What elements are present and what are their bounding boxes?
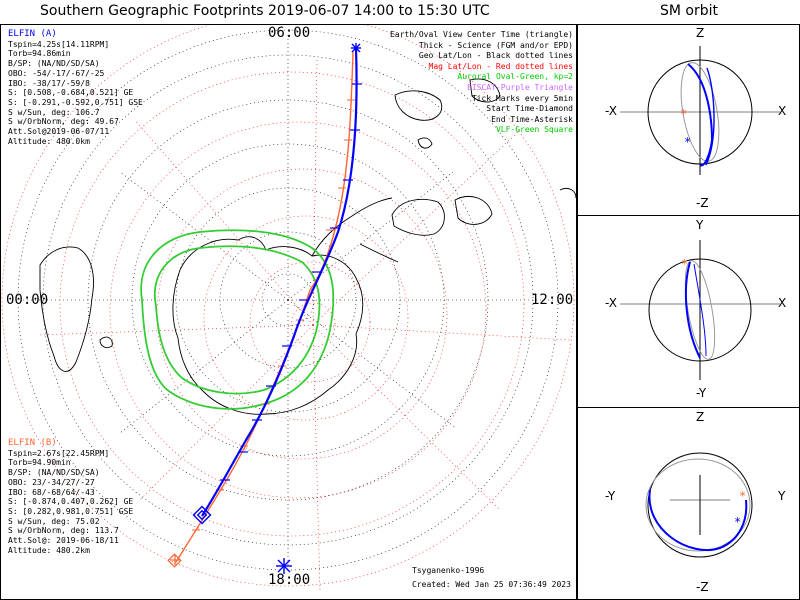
elfin-a-line: Att.Sol@2019-06-07/11 bbox=[8, 127, 110, 137]
elfin-b-line: B/SP: (NA/ND/SD/SA) bbox=[8, 468, 100, 478]
svg-text:*: * bbox=[681, 257, 688, 271]
xy-bottom-label: -Y bbox=[696, 386, 707, 400]
elfin-b-line: S w/Sun, deg: 75.02 bbox=[8, 516, 100, 526]
mag-grid bbox=[1, 25, 575, 591]
model-label: Tsyganenko-1996 bbox=[412, 566, 485, 575]
legend-entry: Geo Lat/Lon - Black dotted lines bbox=[418, 51, 573, 61]
svg-text:*: * bbox=[680, 107, 687, 121]
elfin-a-line: Altitude: 480.0km bbox=[8, 136, 90, 146]
svg-text:*: * bbox=[734, 515, 741, 529]
orbit-title: SM orbit bbox=[660, 3, 719, 19]
svg-text:*: * bbox=[684, 135, 691, 149]
footprint-map bbox=[1, 25, 576, 591]
orbit-xy-plot: * bbox=[620, 240, 780, 380]
yz-right-label: Y bbox=[778, 489, 786, 503]
xz-right-label: X bbox=[778, 104, 787, 118]
yz-left-label: -Y bbox=[605, 489, 616, 503]
elfin-b-line: S w/OrbNorm, deg: 113.7 bbox=[8, 526, 119, 536]
orbit-yz-plot: * * bbox=[645, 452, 753, 558]
xy-right-label: X bbox=[778, 296, 787, 310]
elfin-b-line: IBO: 68/-68/64/-43 bbox=[8, 487, 95, 497]
legend-entry: EISCAT-Purple Triangle bbox=[467, 82, 573, 92]
elfin-a-line: Torb=94.86min bbox=[8, 49, 71, 59]
elfin-a-info: ELFIN (A) Tspin=4.25s[14.11RPM] Torb=94.8… bbox=[8, 29, 143, 147]
legend-entry: Auroral Oval-Green, kp=2 bbox=[457, 72, 573, 82]
legend-entry: Tick Marks every 5min bbox=[471, 93, 573, 103]
svg-text:*: * bbox=[739, 489, 746, 503]
yz-bottom-label: -Z bbox=[696, 580, 709, 594]
coastlines bbox=[39, 78, 576, 415]
elfin-b-line: S: [-0.874,0.407,0.262] GE bbox=[8, 497, 134, 507]
clock-label-right: 12:00 bbox=[531, 292, 574, 308]
legend-entry: Earth/Oval View Center Time (triangle) bbox=[389, 30, 573, 39]
elfin-a-header: ELFIN (A) bbox=[8, 29, 57, 39]
elfin-a-line: S: [0.508,-0.684,0.521] GE bbox=[8, 88, 134, 98]
elfin-a-line: B/SP: (NA/ND/SD/SA) bbox=[8, 59, 100, 69]
legend: Earth/Oval View Center Time (triangle) Th… bbox=[390, 30, 573, 136]
xz-bottom-label: -Z bbox=[696, 196, 709, 210]
orbit-plots: * * * * * bbox=[620, 46, 780, 558]
orbit-xz-plot: * * bbox=[620, 46, 780, 175]
elfin-b-line: Att.Sol@: 2019-06-18/11 bbox=[8, 536, 119, 546]
xy-top-label: Y bbox=[696, 218, 704, 232]
xz-left-label: -X bbox=[605, 104, 617, 118]
elfin-a-line: S w/OrbNorm, deg: 49.67 bbox=[8, 117, 119, 127]
clock-label-left: 00:00 bbox=[6, 292, 49, 308]
clock-label-top: 06:00 bbox=[268, 25, 311, 41]
elfin-a-line: IBO: -38/17/-59/8 bbox=[8, 78, 90, 88]
auroral-oval bbox=[140, 229, 335, 410]
legend-entry: Thick - Science (FGM and/or EPD) bbox=[418, 40, 573, 50]
elfin-a-line: S w/Sun, deg: 106.7 bbox=[8, 107, 100, 117]
elfin-b-lines: Tspin=2.67s[22.45RPM] Torb=94.90min B/SP: … bbox=[8, 449, 133, 556]
yz-top-label: Z bbox=[696, 410, 705, 424]
elfin-a-line: OBO: -54/-17/-67/-25 bbox=[8, 68, 105, 78]
elfin-b-header: ELFIN (B) bbox=[8, 438, 57, 448]
elfin-b-line: Torb=94.90min bbox=[8, 458, 71, 468]
elfin-a-line: S: [-0.291,-0.592,0.751] GSE bbox=[8, 97, 143, 107]
footer: Tsyganenko-1996 Created: Wed Jan 25 07:3… bbox=[412, 566, 571, 589]
xz-top-label: Z bbox=[696, 26, 705, 40]
elfin-a-lines: Tspin=4.25s[14.11RPM] Torb=94.86min B/SP: … bbox=[8, 40, 143, 147]
legend-entry: End Time-Asterisk bbox=[491, 114, 573, 124]
track-a bbox=[192, 43, 362, 574]
elfin-b-line: Tspin=2.67s[22.45RPM] bbox=[8, 448, 110, 458]
elfin-b-line: S: [0.282,0.981,0.751] GSE bbox=[8, 506, 134, 516]
legend-entry: Start Time-Diamond bbox=[486, 104, 573, 114]
elfin-a-line: Tspin=4.25s[14.11RPM] bbox=[8, 39, 110, 49]
elfin-b-line: OBO: 23/-34/27/-27 bbox=[8, 477, 95, 487]
elfin-b-line: Altitude: 480.2km bbox=[8, 545, 90, 555]
track-b bbox=[167, 51, 355, 568]
clock-label-bottom: 18:00 bbox=[268, 572, 311, 588]
created-label: Created: Wed Jan 25 07:36:49 2023 bbox=[412, 579, 571, 589]
plot-title: Southern Geographic Footprints 2019-06-0… bbox=[40, 3, 490, 19]
xy-left-label: -X bbox=[605, 296, 617, 310]
legend-entry: Mag Lat/Lon - Red dotted lines bbox=[428, 61, 574, 71]
elfin-b-info: ELFIN (B) Tspin=2.67s[22.45RPM] Torb=94.9… bbox=[8, 438, 133, 556]
legend-entry: VLF-Green Square bbox=[495, 125, 573, 135]
